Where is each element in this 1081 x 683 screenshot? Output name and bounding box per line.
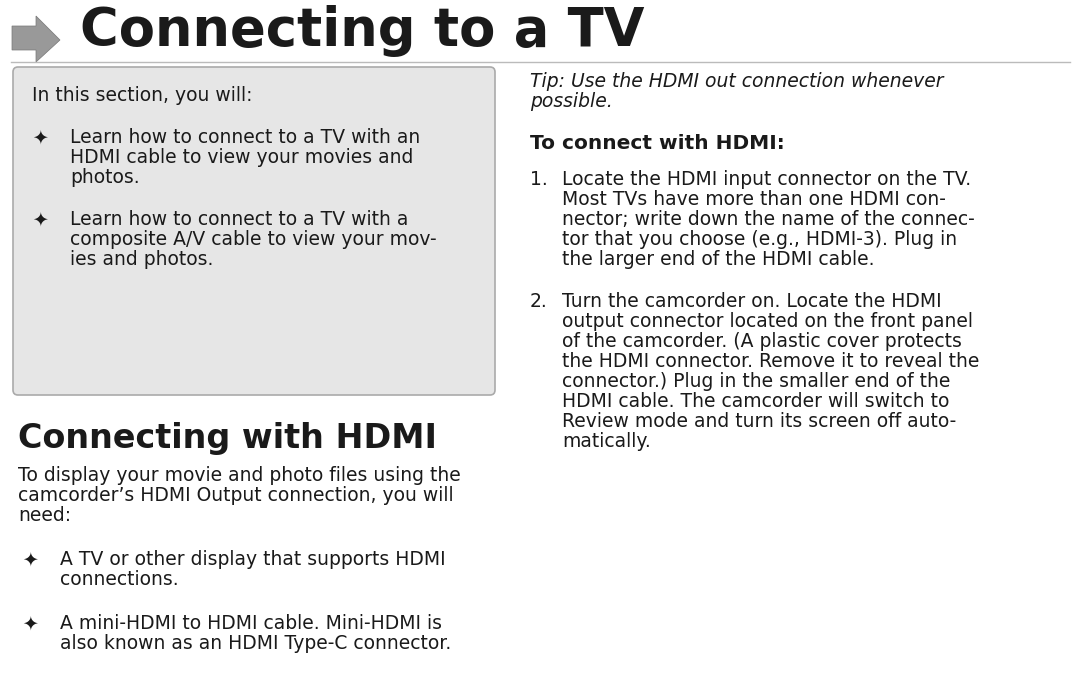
Text: composite A/V cable to view your mov-: composite A/V cable to view your mov- — [70, 230, 437, 249]
Text: Learn how to connect to a TV with an: Learn how to connect to a TV with an — [70, 128, 421, 147]
Text: ✦: ✦ — [22, 614, 38, 633]
Text: of the camcorder. (A plastic cover protects: of the camcorder. (A plastic cover prote… — [562, 332, 962, 351]
Text: Tip: Use the HDMI out connection whenever: Tip: Use the HDMI out connection wheneve… — [530, 72, 944, 91]
Text: possible.: possible. — [530, 92, 613, 111]
Polygon shape — [12, 16, 61, 62]
Text: matically.: matically. — [562, 432, 651, 451]
FancyBboxPatch shape — [13, 67, 495, 395]
Text: Connecting to a TV: Connecting to a TV — [80, 5, 644, 57]
Text: also known as an HDMI Type-C connector.: also known as an HDMI Type-C connector. — [61, 634, 451, 653]
Text: Turn the camcorder on. Locate the HDMI: Turn the camcorder on. Locate the HDMI — [562, 292, 942, 311]
Text: Learn how to connect to a TV with a: Learn how to connect to a TV with a — [70, 210, 409, 229]
Text: Connecting with HDMI: Connecting with HDMI — [18, 422, 437, 455]
Text: ✦: ✦ — [22, 550, 38, 569]
Text: A TV or other display that supports HDMI: A TV or other display that supports HDMI — [61, 550, 445, 569]
Text: output connector located on the front panel: output connector located on the front pa… — [562, 312, 973, 331]
Text: the HDMI connector. Remove it to reveal the: the HDMI connector. Remove it to reveal … — [562, 352, 979, 371]
Text: Locate the HDMI input connector on the TV.: Locate the HDMI input connector on the T… — [562, 170, 971, 189]
Text: nector; write down the name of the connec-: nector; write down the name of the conne… — [562, 210, 975, 229]
Text: To connect with HDMI:: To connect with HDMI: — [530, 134, 785, 153]
Text: connections.: connections. — [61, 570, 178, 589]
Text: In this section, you will:: In this section, you will: — [32, 86, 253, 105]
Text: A mini-HDMI to HDMI cable. Mini-HDMI is: A mini-HDMI to HDMI cable. Mini-HDMI is — [61, 614, 442, 633]
Text: ies and photos.: ies and photos. — [70, 250, 213, 269]
Text: HDMI cable to view your movies and: HDMI cable to view your movies and — [70, 148, 413, 167]
Text: tor that you choose (e.g., HDMI-3). Plug in: tor that you choose (e.g., HDMI-3). Plug… — [562, 230, 957, 249]
Text: camcorder’s HDMI Output connection, you will: camcorder’s HDMI Output connection, you … — [18, 486, 454, 505]
Text: ✦: ✦ — [32, 210, 48, 229]
Text: 1.: 1. — [530, 170, 548, 189]
Text: photos.: photos. — [70, 168, 139, 187]
Text: HDMI cable. The camcorder will switch to: HDMI cable. The camcorder will switch to — [562, 392, 949, 411]
Text: Most TVs have more than one HDMI con-: Most TVs have more than one HDMI con- — [562, 190, 946, 209]
Text: Review mode and turn its screen off auto-: Review mode and turn its screen off auto… — [562, 412, 957, 431]
Text: the larger end of the HDMI cable.: the larger end of the HDMI cable. — [562, 250, 875, 269]
Text: connector.) Plug in the smaller end of the: connector.) Plug in the smaller end of t… — [562, 372, 950, 391]
Text: ✦: ✦ — [32, 128, 48, 147]
Text: need:: need: — [18, 506, 71, 525]
Text: 2.: 2. — [530, 292, 548, 311]
Text: To display your movie and photo files using the: To display your movie and photo files us… — [18, 466, 461, 485]
